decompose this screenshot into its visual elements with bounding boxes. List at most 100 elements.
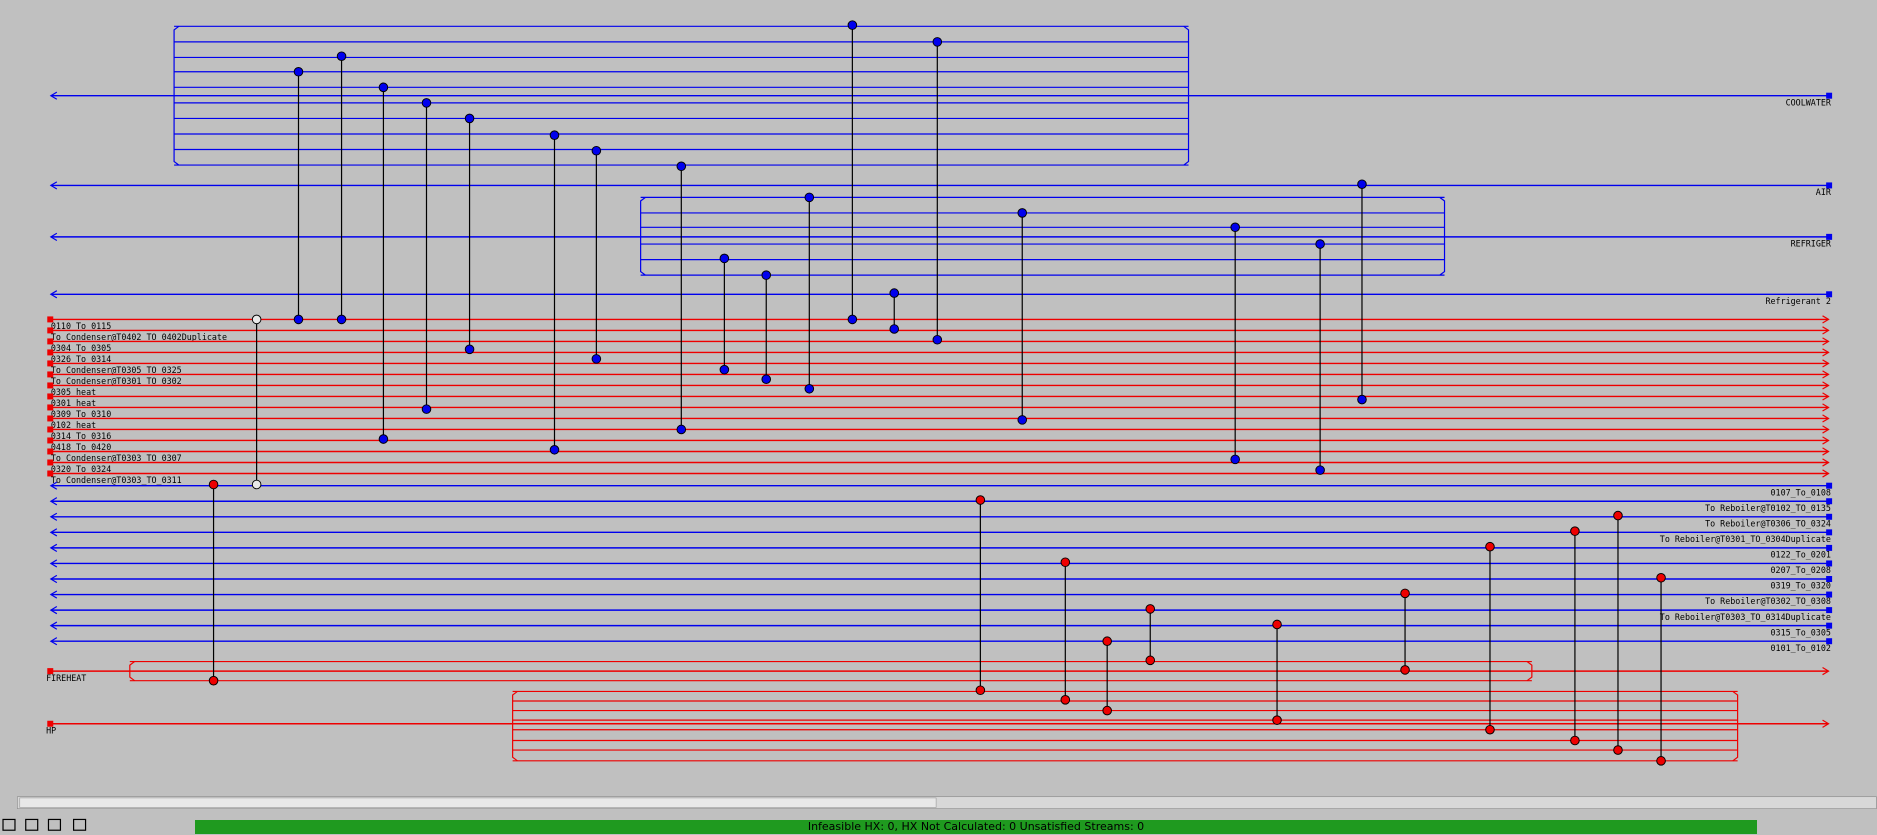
stream-label: 0319_To_0320 <box>1771 581 1831 591</box>
stream-arrow <box>1822 719 1830 728</box>
hx-node <box>549 130 560 140</box>
stream-label: 0122_To_0201 <box>1771 550 1831 560</box>
hx-node <box>1102 636 1112 646</box>
hx-node <box>1230 454 1240 465</box>
split-bracket <box>512 690 518 762</box>
stream-arrow <box>1822 458 1830 467</box>
stream-arrow <box>49 574 58 584</box>
stream-label: 0314_To_0316 <box>51 431 111 441</box>
stream-end <box>1826 529 1833 536</box>
stream-end <box>1826 513 1833 520</box>
stream-label: 0102 heat <box>51 420 96 430</box>
stream-end <box>1826 482 1833 489</box>
stream-arrow <box>1822 414 1830 423</box>
stream-arrow <box>49 528 58 537</box>
stream-label: To Condenser@T0305_TO_0325 <box>51 365 182 375</box>
hx-node <box>293 314 304 325</box>
hx-node <box>1272 619 1282 630</box>
stream-label: Refrigerant 2 <box>1765 296 1830 306</box>
stream-end <box>47 316 54 323</box>
hx-node <box>889 324 900 334</box>
hx-node <box>932 37 943 47</box>
hx-node <box>1060 695 1071 705</box>
stream-label: To Reboiler@T0306_TO_0324 <box>1705 518 1831 528</box>
stream-end <box>47 338 54 345</box>
hx-node <box>1060 557 1071 568</box>
stream-arrow <box>1822 370 1830 379</box>
hx-node <box>336 314 347 325</box>
hx-node <box>591 354 602 364</box>
hx-node <box>1017 208 1028 218</box>
hx-node <box>719 253 730 264</box>
hx-node <box>804 192 815 203</box>
hx-node <box>676 424 687 435</box>
hx-node <box>719 364 730 375</box>
stream-label: To Reboiler@T0301_TO_0304Duplicate <box>1660 534 1831 544</box>
stream-end <box>1826 622 1833 629</box>
stream-arrow <box>49 290 58 299</box>
hx-node <box>1272 715 1282 725</box>
stream-end <box>1826 182 1833 189</box>
stream-end <box>47 668 54 675</box>
stream-end <box>1826 544 1833 551</box>
stream-end <box>47 448 54 455</box>
stream-label: 0326_To_0314 <box>51 354 111 364</box>
stream-arrow <box>49 497 58 506</box>
stream-label: To Reboiler@T0303_TO_0314Duplicate <box>1660 612 1831 622</box>
stream-label: FIREHEAT <box>46 673 86 683</box>
zoom-tools[interactable] <box>2 818 87 831</box>
hx-node <box>975 685 986 696</box>
hx-node <box>378 434 389 444</box>
stream-label: REFRIGER <box>1791 239 1832 249</box>
stream-arrow <box>1822 469 1830 478</box>
status-bar: Infeasible HX: 0, HX Not Calculated: 0 U… <box>195 820 1757 834</box>
stream-label: 0101_To_0102 <box>1771 643 1831 653</box>
stream-end <box>47 415 54 422</box>
hx-node <box>251 314 262 325</box>
stream-end <box>47 404 54 411</box>
mix-bracket <box>1732 690 1739 762</box>
stream-end <box>47 426 54 433</box>
hx-node <box>1357 394 1367 405</box>
stream-arrow <box>1822 436 1830 445</box>
scrollbar[interactable] <box>17 796 1877 809</box>
hx-node <box>421 404 432 414</box>
stream-arrow <box>1822 403 1830 412</box>
stream-arrow <box>49 481 58 490</box>
stream-label: 0320_To_0324 <box>51 464 111 474</box>
stream-arrow <box>49 590 58 599</box>
stream-end <box>1826 591 1833 598</box>
stream-label: 0315_To_0305 <box>1771 627 1831 637</box>
stream-arrow <box>49 559 58 568</box>
hx-node <box>932 334 943 345</box>
hx-node <box>293 66 304 77</box>
stream-arrow <box>49 543 58 552</box>
hx-node <box>1017 415 1028 425</box>
stream-end <box>1826 498 1833 505</box>
stream-end <box>1826 560 1833 567</box>
stream-end <box>47 437 54 444</box>
stream-arrow <box>1822 315 1830 324</box>
stream-label: 0305 heat <box>51 387 96 397</box>
hx-node <box>761 374 772 385</box>
hx-node <box>1315 465 1325 475</box>
hx-node <box>1570 735 1580 746</box>
stream-arrow <box>49 91 58 100</box>
stream-label: 0304_To_0305 <box>51 343 111 353</box>
hx-node <box>1230 222 1240 233</box>
stream-arrow <box>49 637 58 646</box>
stream-label: To Condenser@T0301_TO_0302 <box>51 376 182 386</box>
hx-node <box>378 82 389 93</box>
stream-arrow <box>49 605 58 615</box>
hx-node <box>889 288 900 298</box>
hx-node <box>761 270 772 280</box>
stream-arrow <box>1822 381 1830 390</box>
stream-end <box>1826 92 1833 99</box>
hx-node <box>1656 573 1666 583</box>
stream-label: 0418_To_0420 <box>51 442 111 452</box>
stream-label: To Condenser@T0303_TO_0311 <box>51 475 182 485</box>
hx-node <box>1145 604 1156 614</box>
hx-node <box>251 479 262 490</box>
hx-node <box>1102 705 1112 716</box>
stream-end <box>47 382 54 389</box>
